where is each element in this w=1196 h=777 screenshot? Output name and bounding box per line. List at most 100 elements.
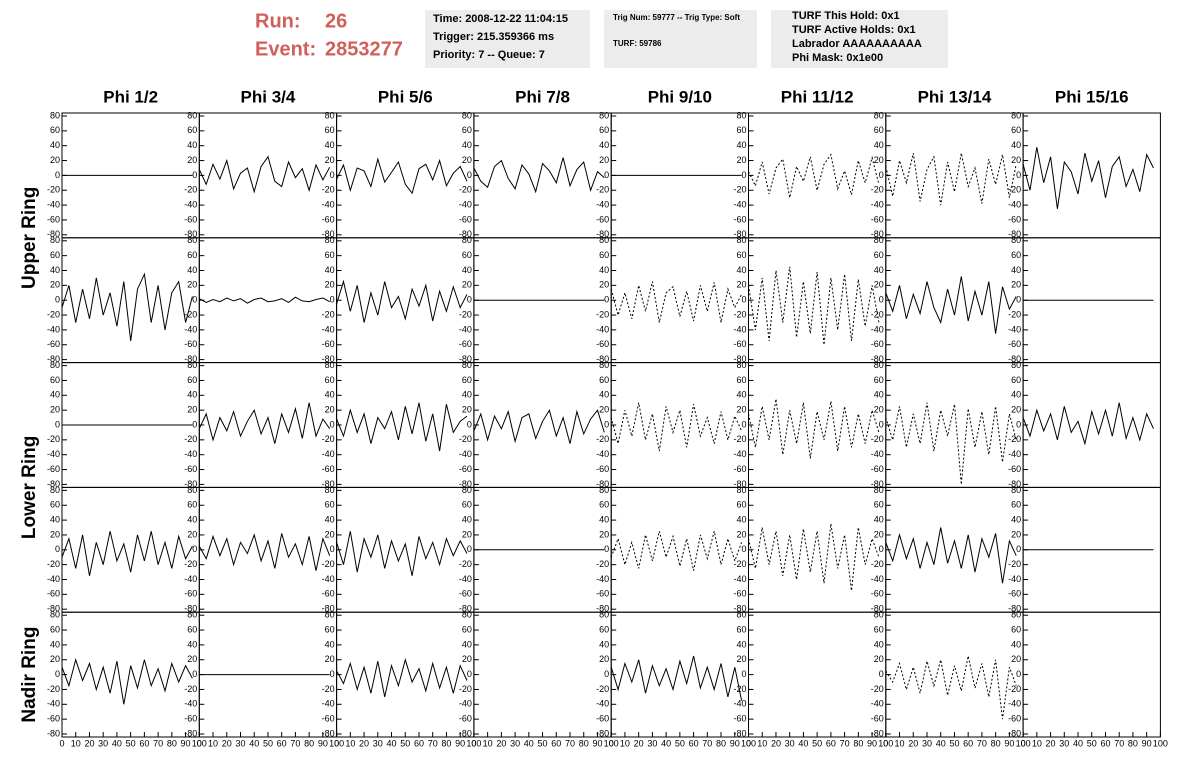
y-tick-label: 40	[1011, 140, 1021, 150]
y-tick-label: 60	[462, 624, 472, 634]
x-tick-label: 80	[167, 738, 177, 748]
panel-frame	[748, 611, 887, 738]
x-tick-label: 60	[277, 738, 287, 748]
y-tick-label: 40	[462, 514, 472, 524]
y-tick-label: 60	[874, 125, 884, 135]
trigger-text: Trigger: 215.359366 ms	[433, 31, 554, 43]
y-tick-label: -60	[871, 214, 884, 224]
y-tick-label: -80	[1008, 354, 1021, 364]
y-tick-label: -40	[733, 699, 746, 709]
y-tick-label: 40	[874, 265, 884, 275]
y-tick-label: 80	[325, 610, 335, 620]
x-tick-label: 30	[647, 738, 657, 748]
turf-box	[771, 10, 948, 68]
y-tick-label: 80	[736, 110, 746, 120]
y-tick-label: 60	[187, 250, 197, 260]
y-tick-label: 60	[599, 375, 609, 385]
y-tick-label: -80	[47, 354, 60, 364]
y-tick-label: 80	[462, 235, 472, 245]
panel-frame	[473, 611, 612, 738]
y-tick-label: 0	[55, 669, 60, 679]
y-tick-label: 80	[462, 610, 472, 620]
panel-frame	[885, 486, 1024, 613]
y-tick-label: -20	[733, 434, 746, 444]
x-tick-label: 40	[798, 738, 808, 748]
y-tick-label: 0	[879, 544, 884, 554]
panel-frame	[1022, 611, 1161, 738]
x-tick-label: 70	[977, 738, 987, 748]
x-tick-label: 20	[1046, 738, 1056, 748]
y-tick-label: 40	[874, 390, 884, 400]
y-tick-label: 0	[879, 170, 884, 180]
waveform	[610, 531, 743, 571]
y-tick-label: 20	[187, 405, 197, 415]
panel-frame	[336, 362, 475, 488]
y-tick-label: 20	[736, 155, 746, 165]
run-label: Run:	[255, 10, 301, 32]
y-tick-label: -20	[184, 559, 197, 569]
y-tick-label: -20	[184, 434, 197, 444]
y-tick-label: 0	[55, 295, 60, 305]
y-tick-label: 40	[325, 140, 335, 150]
y-tick-label: 0	[604, 669, 609, 679]
x-tick-label: 100	[1016, 738, 1031, 748]
x-tick-label: 30	[510, 738, 520, 748]
panel-frame	[610, 362, 750, 488]
y-tick-label: -40	[459, 324, 472, 334]
y-tick-label: 40	[736, 390, 746, 400]
x-tick-label: 70	[702, 738, 712, 748]
x-tick-label: 0	[883, 738, 888, 748]
y-tick-label: 20	[462, 654, 472, 664]
panel-frame	[748, 362, 887, 488]
y-tick-label: 60	[325, 375, 335, 385]
waveform	[748, 266, 880, 345]
turf-hold-text: TURF This Hold: 0x1	[792, 10, 900, 22]
y-tick-label: -20	[459, 684, 472, 694]
y-tick-label: 60	[599, 624, 609, 634]
waveform	[473, 157, 605, 194]
y-tick-label: -40	[871, 324, 884, 334]
y-tick-label: -60	[1008, 214, 1021, 224]
y-tick-label: -80	[596, 354, 609, 364]
y-tick-label: 80	[736, 235, 746, 245]
y-tick-label: 80	[736, 360, 746, 370]
x-tick-label: 80	[441, 738, 451, 748]
event-number: 2853277	[325, 38, 403, 60]
y-tick-label: -60	[459, 714, 472, 724]
y-tick-label: 40	[50, 514, 60, 524]
y-tick-label: -60	[596, 714, 609, 724]
y-tick-label: -40	[1008, 199, 1021, 209]
y-tick-label: 60	[736, 500, 746, 510]
panel-frame	[610, 611, 750, 738]
y-tick-label: 60	[50, 125, 60, 135]
y-tick-label: -40	[459, 449, 472, 459]
y-tick-label: 40	[462, 265, 472, 275]
y-tick-label: 40	[187, 390, 197, 400]
x-tick-label: 100	[329, 738, 344, 748]
waveform	[336, 531, 468, 576]
y-tick-label: -40	[596, 324, 609, 334]
y-tick-label: -80	[184, 479, 197, 489]
y-tick-label: 0	[467, 170, 472, 180]
y-tick-label: -40	[322, 574, 335, 584]
y-tick-label: 0	[741, 544, 746, 554]
y-tick-label: 60	[736, 125, 746, 135]
y-tick-label: -80	[733, 229, 746, 239]
y-tick-label: -20	[871, 559, 884, 569]
y-tick-label: 20	[736, 654, 746, 664]
y-tick-label: -20	[459, 185, 472, 195]
y-tick-label: 60	[50, 250, 60, 260]
y-tick-label: 80	[1011, 110, 1021, 120]
y-tick-label: 20	[736, 529, 746, 539]
y-tick-label: 80	[325, 360, 335, 370]
y-tick-label: -40	[871, 449, 884, 459]
x-tick-label: 10	[483, 738, 493, 748]
x-tick-label: 80	[579, 738, 589, 748]
y-tick-label: 20	[325, 280, 335, 290]
y-tick-label: 40	[599, 639, 609, 649]
y-tick-label: 0	[330, 170, 335, 180]
column-title: Phi 7/8	[515, 87, 570, 106]
y-tick-label: -80	[1008, 479, 1021, 489]
x-tick-label: 40	[936, 738, 946, 748]
